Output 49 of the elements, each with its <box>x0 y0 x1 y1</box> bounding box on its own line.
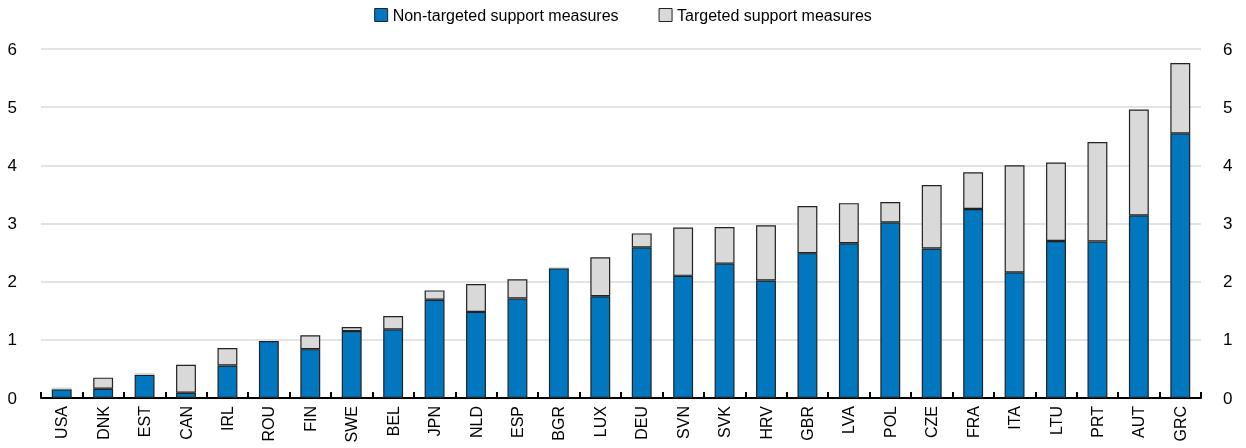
y2-tick-label: 4 <box>1223 155 1233 175</box>
y-tick-label: 4 <box>7 155 17 175</box>
x-tick-label: HRV <box>757 405 775 440</box>
y-tick-label: 3 <box>7 214 17 233</box>
x-tick-label: FRA <box>964 405 982 438</box>
x-tick-label: LUX <box>591 405 609 438</box>
bar <box>341 331 362 398</box>
y-tick-label: 6 <box>7 39 17 59</box>
x-tick-label: FIN <box>301 406 319 432</box>
x-tick-label: EST <box>136 405 154 438</box>
x-tick-label: SVN <box>674 406 692 439</box>
x-tick-label: NLD <box>467 406 485 439</box>
x-tick-label: DEU <box>633 406 651 440</box>
x-tick-label: LVA <box>840 405 858 434</box>
y2-tick-label: 1 <box>1223 330 1233 350</box>
x-tick-label: POL <box>881 405 899 439</box>
y-tick-label: 2 <box>7 272 17 292</box>
x-tick-label: ESP <box>508 406 526 439</box>
y2-tick-label: 5 <box>1223 97 1233 117</box>
x-tick-label: DNK <box>94 405 112 440</box>
x-tick-label: BGR <box>550 406 568 441</box>
legend-label: Non-targeted support measures <box>392 6 619 24</box>
y2-tick-label: 2 <box>1223 272 1233 292</box>
x-tick-label: SVK <box>716 405 734 439</box>
y-tick-label: 5 <box>7 97 17 117</box>
x-tick-label: IRL <box>218 405 236 431</box>
bar <box>548 268 569 398</box>
x-tick-label: ROU <box>260 406 278 442</box>
y2-tick-label: 6 <box>1223 39 1233 59</box>
x-tick-label: AUT <box>1130 405 1148 438</box>
bar <box>258 341 279 398</box>
legend-label: Targeted support measures <box>677 6 872 24</box>
bar <box>134 374 155 398</box>
x-tick-label: USA <box>53 405 71 439</box>
x-tick-label: SWE <box>343 406 361 443</box>
y2-tick-label: 3 <box>1223 214 1233 233</box>
y2-tick-label: 0 <box>1223 388 1233 408</box>
x-tick-label: LTU <box>1047 406 1065 436</box>
x-tick-label: BEL <box>384 405 402 437</box>
y-tick-label: 0 <box>7 388 17 408</box>
x-tick-label: CZE <box>923 406 941 438</box>
x-tick-label: PRT <box>1088 405 1106 438</box>
x-tick-label: JPN <box>426 406 444 437</box>
bar <box>51 389 72 398</box>
x-tick-label: CAN <box>177 406 195 440</box>
x-tick-label: ITA <box>1006 405 1024 430</box>
x-tick-label: GRC <box>1171 406 1189 442</box>
y-tick-label: 1 <box>7 330 17 350</box>
x-tick-label: GBR <box>798 406 816 441</box>
